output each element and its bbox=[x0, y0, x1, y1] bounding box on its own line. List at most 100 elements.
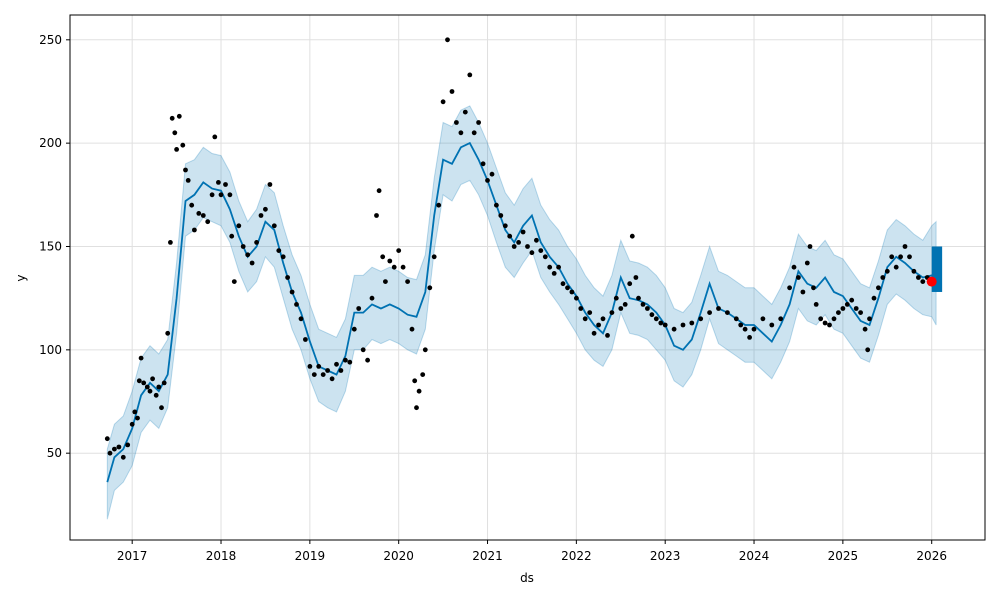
observed-point bbox=[867, 316, 872, 322]
observed-point bbox=[853, 306, 859, 311]
observed-point bbox=[449, 89, 455, 94]
observed-point bbox=[653, 316, 659, 322]
observed-point bbox=[633, 275, 639, 280]
observed-point bbox=[547, 264, 553, 270]
observed-point bbox=[471, 130, 477, 136]
observed-point bbox=[427, 285, 433, 291]
observed-point bbox=[138, 355, 144, 361]
observed-point bbox=[574, 295, 579, 301]
observed-point bbox=[405, 279, 410, 284]
observed-point bbox=[356, 306, 362, 311]
observed-point bbox=[807, 244, 813, 249]
observed-point bbox=[329, 376, 335, 382]
observed-point bbox=[862, 326, 868, 332]
observed-point bbox=[787, 285, 792, 291]
observed-point bbox=[307, 364, 313, 369]
observed-point bbox=[542, 254, 548, 260]
observed-point bbox=[431, 254, 437, 260]
observed-point bbox=[587, 310, 593, 315]
observed-point bbox=[120, 454, 126, 460]
y-axis-label: y bbox=[14, 274, 28, 281]
observed-point bbox=[822, 320, 828, 326]
observed-point bbox=[150, 376, 156, 382]
observed-point bbox=[596, 322, 601, 328]
observed-point bbox=[640, 302, 646, 307]
observed-point bbox=[911, 268, 917, 274]
observed-point bbox=[334, 361, 339, 367]
observed-point bbox=[161, 380, 167, 386]
observed-point bbox=[751, 326, 757, 332]
x-tick-label: 2024 bbox=[739, 549, 770, 563]
observed-point bbox=[658, 320, 664, 326]
observed-point bbox=[294, 302, 299, 307]
observed-point bbox=[325, 368, 330, 373]
observed-point bbox=[467, 72, 473, 78]
x-tick-label: 2020 bbox=[383, 549, 414, 563]
observed-point bbox=[141, 380, 147, 386]
observed-point bbox=[742, 326, 748, 332]
observed-point bbox=[458, 130, 464, 136]
observed-point bbox=[420, 372, 426, 377]
y-tick-label: 250 bbox=[39, 33, 62, 47]
x-axis-ticks: 2017 2018 2019 2020 2021 2022 2023 2024 2025 2026 bbox=[117, 540, 947, 563]
observed-point bbox=[132, 409, 138, 415]
observed-point bbox=[136, 378, 142, 384]
observed-point bbox=[485, 178, 490, 183]
observed-point bbox=[416, 388, 422, 394]
observed-point bbox=[569, 289, 575, 295]
observed-point bbox=[738, 322, 744, 328]
x-tick-label: 2023 bbox=[650, 549, 681, 563]
observed-point bbox=[880, 275, 886, 280]
observed-point bbox=[192, 227, 197, 233]
observed-point bbox=[489, 171, 495, 177]
observed-point bbox=[813, 302, 819, 307]
observed-point bbox=[849, 297, 855, 303]
observed-point bbox=[827, 322, 832, 328]
observed-point bbox=[360, 347, 366, 353]
observed-point bbox=[240, 244, 246, 249]
observed-point bbox=[338, 368, 344, 373]
observed-point bbox=[351, 326, 357, 332]
observed-point bbox=[538, 248, 544, 254]
observed-point bbox=[800, 289, 806, 295]
observed-point bbox=[778, 316, 784, 322]
observed-point bbox=[159, 405, 164, 411]
observed-point bbox=[374, 213, 379, 218]
observed-point bbox=[591, 330, 597, 336]
observed-point bbox=[898, 254, 903, 260]
observed-point bbox=[836, 310, 841, 315]
observed-point bbox=[671, 326, 677, 332]
observed-point bbox=[414, 405, 419, 411]
observed-point bbox=[343, 357, 348, 363]
observed-point bbox=[147, 388, 153, 394]
observed-point bbox=[507, 233, 513, 239]
observed-point bbox=[212, 134, 218, 140]
observed-point bbox=[298, 316, 304, 322]
observed-point bbox=[112, 446, 117, 452]
observed-point bbox=[831, 316, 837, 322]
observed-point bbox=[760, 316, 766, 322]
observed-point bbox=[383, 279, 388, 284]
observed-point bbox=[605, 333, 610, 338]
x-tick-label: 2019 bbox=[295, 549, 326, 563]
observed-point bbox=[153, 392, 159, 398]
observed-point bbox=[107, 450, 113, 456]
observed-point bbox=[600, 316, 606, 322]
observed-point bbox=[582, 316, 588, 322]
observed-point bbox=[174, 147, 180, 152]
observed-point bbox=[347, 359, 353, 365]
observed-point bbox=[916, 275, 921, 280]
observed-point bbox=[609, 310, 615, 315]
observed-point bbox=[285, 275, 290, 280]
observed-point bbox=[511, 244, 517, 249]
observed-point bbox=[369, 295, 375, 301]
observed-point bbox=[480, 161, 486, 167]
y-tick-label: 50 bbox=[47, 446, 62, 460]
observed-point bbox=[502, 223, 508, 229]
observed-point bbox=[200, 213, 206, 218]
observed-point bbox=[716, 306, 721, 311]
y-axis-ticks: 50 100 150 200 250 bbox=[39, 33, 70, 460]
observed-point bbox=[769, 322, 775, 328]
observed-point bbox=[516, 240, 521, 245]
observed-point bbox=[529, 250, 535, 256]
